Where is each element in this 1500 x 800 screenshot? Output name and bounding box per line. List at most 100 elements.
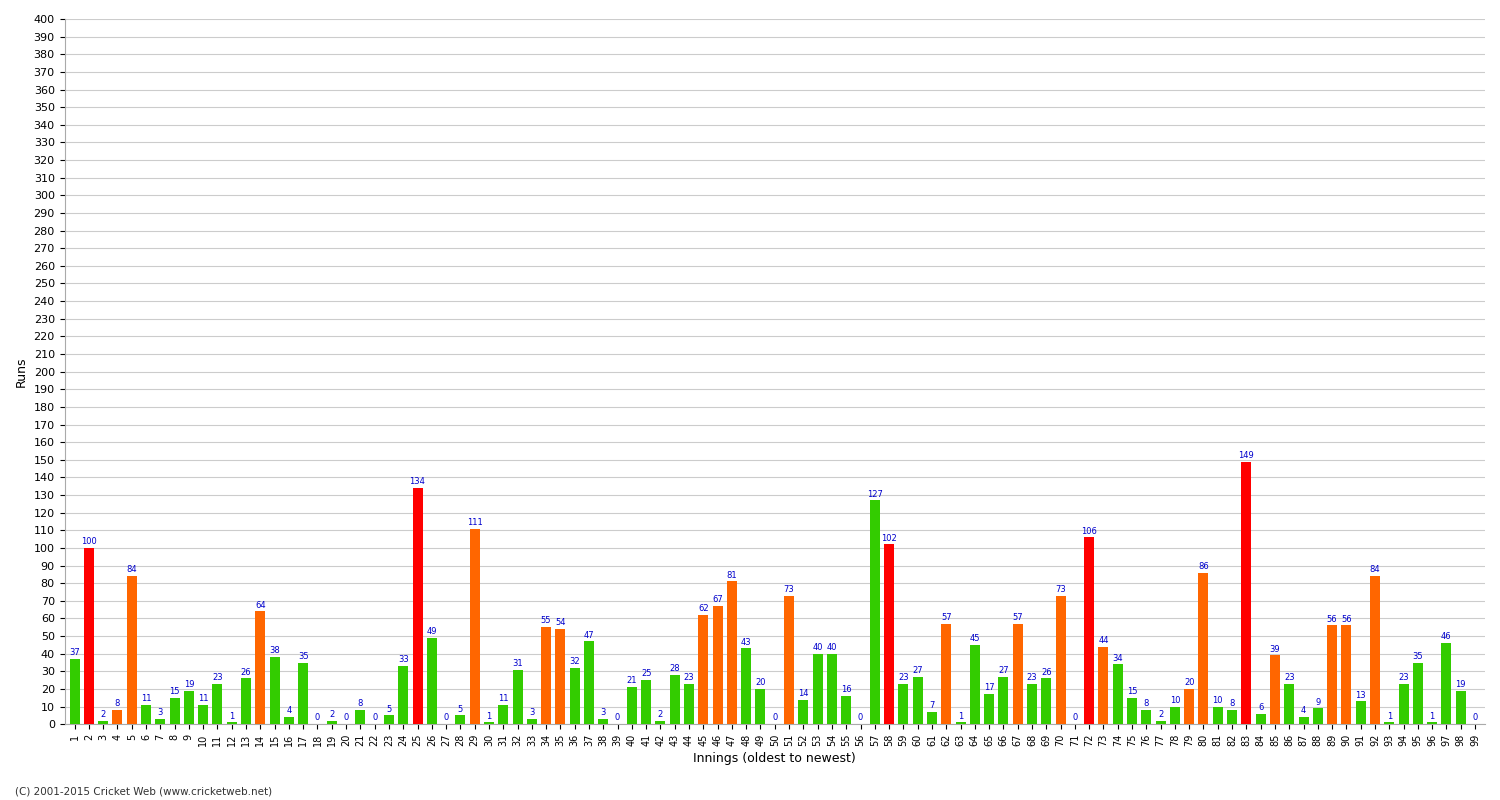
Text: 16: 16 [842,686,852,694]
Bar [1455,690,1466,724]
Text: 11: 11 [141,694,152,703]
Y-axis label: Runs: Runs [15,356,28,387]
Bar [1214,706,1222,724]
Text: 8: 8 [1143,699,1149,708]
Bar [999,677,1008,724]
Bar [1142,710,1152,724]
Bar [1370,576,1380,724]
Bar [1084,538,1094,724]
Text: 20: 20 [1184,678,1194,687]
Text: 26: 26 [240,668,252,677]
Bar [1256,714,1266,724]
Bar [156,719,165,724]
Text: 73: 73 [1054,585,1066,594]
Text: 111: 111 [466,518,483,526]
Bar [84,548,94,724]
Bar [226,722,237,724]
Text: 0: 0 [372,714,378,722]
Bar [798,699,808,724]
Text: 8: 8 [357,699,363,708]
Text: 8: 8 [1230,699,1234,708]
Bar [842,696,850,724]
Bar [1155,721,1166,724]
Text: 55: 55 [542,617,552,626]
Bar [470,529,480,724]
Bar [1041,678,1052,724]
Text: 38: 38 [268,646,280,655]
Bar [1098,646,1108,724]
Bar [69,659,80,724]
Bar [513,670,522,724]
Text: 23: 23 [211,673,222,682]
Text: 4: 4 [286,706,291,715]
Bar [1442,643,1452,724]
Bar [784,595,794,724]
Bar [1426,722,1437,724]
Text: 81: 81 [726,570,736,580]
Bar [141,705,152,724]
Text: 21: 21 [627,677,638,686]
Bar [1170,706,1180,724]
Bar [1341,626,1352,724]
Text: 0: 0 [444,714,448,722]
Bar [126,576,136,724]
Text: 2: 2 [658,710,663,719]
Text: 13: 13 [1356,690,1366,699]
Text: 2: 2 [328,710,334,719]
Bar [1284,684,1294,724]
Bar [384,715,394,724]
Bar [684,684,694,724]
Bar [542,627,550,724]
Bar [1312,708,1323,724]
Text: 43: 43 [741,638,752,646]
Bar [728,582,736,724]
Bar [598,719,609,724]
Bar [1398,684,1408,724]
Bar [956,722,966,724]
Bar [1126,698,1137,724]
Text: 14: 14 [798,689,808,698]
Bar [484,722,494,724]
Text: 37: 37 [69,648,80,658]
Bar [242,678,250,724]
Text: 11: 11 [198,694,208,703]
Text: 35: 35 [298,652,309,661]
Text: 106: 106 [1082,526,1096,535]
Text: 57: 57 [940,613,951,622]
Bar [498,705,508,724]
Text: 27: 27 [912,666,922,675]
Bar [984,694,994,724]
X-axis label: Innings (oldest to newest): Innings (oldest to newest) [693,752,856,765]
Bar [213,684,222,724]
Text: 3: 3 [158,708,164,717]
Text: 86: 86 [1198,562,1209,571]
Bar [1056,595,1065,724]
Text: 7: 7 [930,701,934,710]
Bar [298,662,307,724]
Text: 32: 32 [570,657,580,666]
Bar [1028,684,1036,724]
Text: 10: 10 [1170,696,1180,705]
Text: 47: 47 [584,630,594,639]
Bar [1356,702,1365,724]
Bar [98,721,108,724]
Bar [1384,722,1395,724]
Text: 0: 0 [858,714,862,722]
Text: 35: 35 [1413,652,1424,661]
Bar [356,710,366,724]
Text: 6: 6 [1258,703,1263,712]
Text: 5: 5 [387,705,392,714]
Bar [970,645,980,724]
Text: 45: 45 [969,634,980,643]
Text: 44: 44 [1098,636,1108,645]
Bar [712,606,723,724]
Text: 1: 1 [1386,712,1392,721]
Text: 17: 17 [984,683,994,693]
Text: 2: 2 [100,710,105,719]
Bar [827,654,837,724]
Text: 56: 56 [1328,614,1338,624]
Text: 0: 0 [1072,714,1077,722]
Text: 1: 1 [1430,712,1436,721]
Bar [640,680,651,724]
Text: 0: 0 [344,714,348,722]
